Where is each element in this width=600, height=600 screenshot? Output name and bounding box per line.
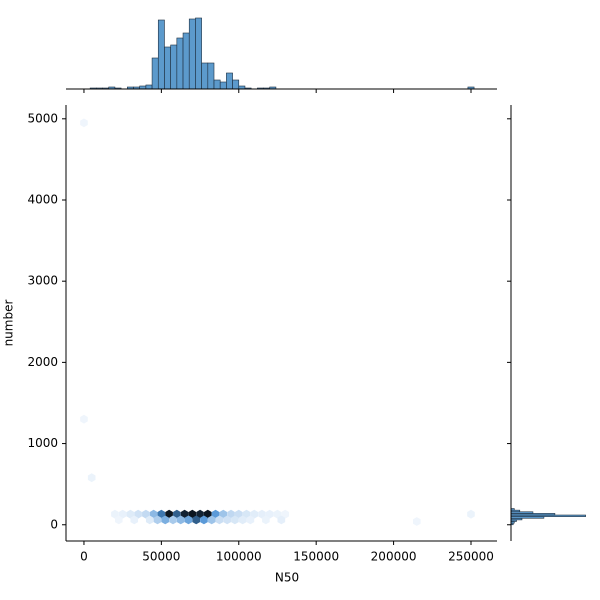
hexbin bbox=[169, 515, 177, 525]
hexbin bbox=[130, 515, 139, 525]
hist-bar bbox=[188, 18, 196, 90]
hexbin bbox=[87, 473, 96, 483]
hexbin bbox=[277, 515, 286, 525]
y-tick-label: 1000 bbox=[27, 436, 58, 450]
hexbin bbox=[145, 515, 154, 525]
hexbin bbox=[273, 509, 282, 519]
x-tick-label: 200000 bbox=[371, 550, 417, 564]
hexbin bbox=[413, 517, 421, 526]
hexbin bbox=[118, 509, 127, 519]
hexbin bbox=[153, 515, 162, 525]
hist-bar bbox=[213, 79, 221, 90]
hist-bar bbox=[226, 72, 233, 90]
hexbin bbox=[204, 509, 212, 519]
hexbin bbox=[223, 515, 231, 525]
hexbin bbox=[149, 509, 158, 519]
hexbin bbox=[80, 118, 88, 128]
x-tick-label: 100000 bbox=[216, 550, 262, 564]
hist-bar bbox=[232, 79, 240, 90]
hexbin bbox=[219, 509, 228, 519]
hexbin bbox=[281, 509, 290, 519]
hexbin bbox=[165, 509, 173, 519]
hexbin bbox=[238, 515, 247, 525]
hexbin bbox=[215, 515, 224, 525]
hexbin bbox=[80, 414, 88, 424]
hexbin bbox=[188, 509, 197, 519]
y-tick-label: 4000 bbox=[27, 192, 58, 206]
hexbin bbox=[196, 509, 204, 519]
hexbin bbox=[467, 509, 475, 519]
hexbin bbox=[173, 509, 181, 519]
hist-bar bbox=[182, 32, 190, 90]
hexbin bbox=[258, 509, 266, 519]
hexbin bbox=[262, 515, 270, 525]
hist-bar bbox=[207, 62, 215, 90]
y-tick-label: 2000 bbox=[27, 355, 58, 369]
hexbin bbox=[184, 515, 193, 525]
hexbin bbox=[250, 509, 259, 519]
hexbin bbox=[180, 509, 189, 519]
hist-bar bbox=[201, 62, 209, 90]
hist-bar bbox=[157, 19, 165, 90]
hexbin bbox=[142, 509, 150, 519]
x-tick-label: 0 bbox=[80, 550, 88, 564]
hexbin bbox=[211, 509, 220, 519]
hist-bar bbox=[195, 17, 202, 90]
y-tick-label: 0 bbox=[50, 517, 58, 531]
hexbin bbox=[234, 509, 243, 519]
x-axis-label: N50 bbox=[275, 571, 299, 585]
hexbin bbox=[161, 515, 170, 525]
hexbin bbox=[134, 509, 142, 519]
hexbin bbox=[114, 515, 123, 525]
hist-bar bbox=[145, 84, 153, 90]
hist-bar bbox=[164, 46, 171, 90]
y-axis-label: number bbox=[2, 300, 16, 347]
hexbin bbox=[157, 509, 166, 519]
hexbin bbox=[176, 515, 185, 525]
hexbin bbox=[111, 509, 119, 519]
x-tick-label: 50000 bbox=[142, 550, 180, 564]
x-tick-label: 250000 bbox=[448, 550, 494, 564]
x-tick-label: 150000 bbox=[293, 550, 339, 564]
hexbin bbox=[242, 509, 251, 519]
hist-bar bbox=[151, 57, 159, 90]
y-tick-label: 5000 bbox=[27, 111, 58, 125]
hexbin bbox=[207, 515, 216, 525]
hexbin bbox=[227, 509, 235, 519]
hexbin bbox=[246, 515, 255, 525]
hexbin bbox=[126, 509, 135, 519]
hexbin bbox=[200, 515, 208, 525]
hist-bar bbox=[176, 37, 184, 90]
hexbin bbox=[192, 515, 201, 525]
y-tick-label: 3000 bbox=[27, 274, 58, 288]
hexbin bbox=[265, 509, 274, 519]
hist-bar bbox=[219, 81, 227, 90]
hist-bar bbox=[170, 44, 178, 90]
hexbin bbox=[231, 515, 239, 525]
